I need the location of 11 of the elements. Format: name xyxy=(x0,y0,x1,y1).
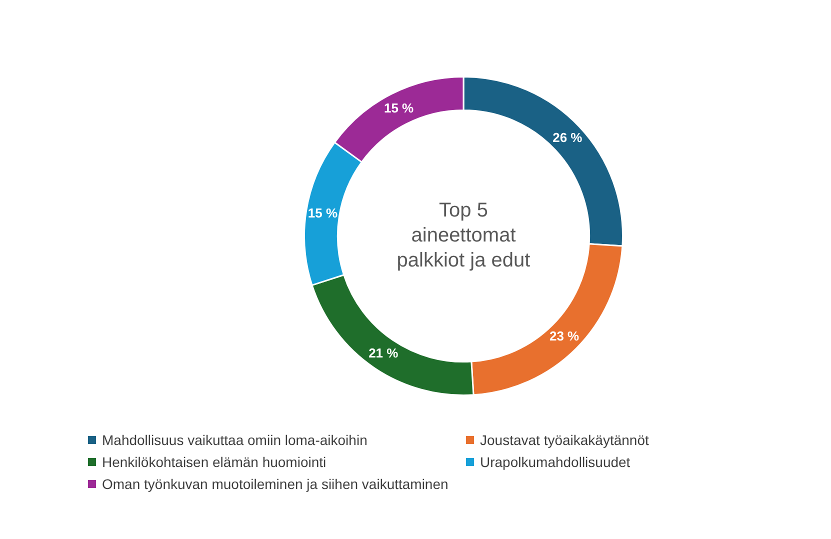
text: Top 5 aineettomat palkkiot ja edut xyxy=(396,200,531,272)
data-label: 15 % xyxy=(308,205,338,220)
legend-label: Mahdollisuus vaikuttaa omiin loma-aikoihin xyxy=(102,432,368,448)
data-label: 23 % xyxy=(549,328,580,344)
data-label: 15 % xyxy=(384,100,414,116)
data-label: 26 % xyxy=(552,130,583,146)
legend-label: Joustavat työaikakäytännöt xyxy=(480,432,649,448)
legend-label: Henkilökohtaisen elämän huomiointi xyxy=(102,454,326,470)
legend-label: Urapolkumahdollisuudet xyxy=(480,454,630,470)
legend-label: Oman työnkuvan muotoileminen ja siihen vaikuttaminen xyxy=(102,476,448,492)
data-label: 21 % xyxy=(368,345,399,360)
